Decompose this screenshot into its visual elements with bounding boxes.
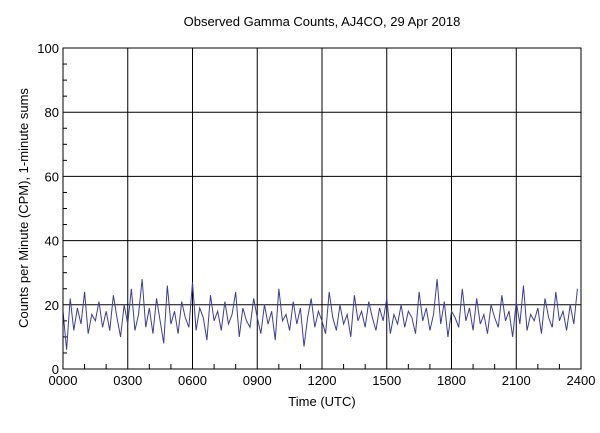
x-tick-label: 1500 <box>372 373 401 388</box>
y-tick-label: 60 <box>45 169 59 184</box>
y-tick-label: 80 <box>45 105 59 120</box>
axis-ticks: 0000 0300 0600 0900 1200 1500 1800 2100 2400 0 20 4… <box>37 41 595 388</box>
y-tick-label: 20 <box>45 298 59 313</box>
x-tick-label: 0000 <box>49 373 78 388</box>
plot-frame <box>62 47 582 370</box>
x-tick-label: 1800 <box>437 373 466 388</box>
y-tick-label: 40 <box>45 234 59 249</box>
x-tick-label: 0900 <box>243 373 272 388</box>
x-tick-label: 0300 <box>113 373 142 388</box>
series-line <box>62 279 578 350</box>
y-tick-label: 100 <box>37 41 59 56</box>
x-tick-label: 2100 <box>502 373 531 388</box>
x-tick-label: 2400 <box>567 373 596 388</box>
y-tick-label: 0 <box>52 362 59 377</box>
chart-title: Observed Gamma Counts, AJ4CO, 29 Apr 201… <box>184 14 461 29</box>
x-tick-label: 0600 <box>178 373 207 388</box>
y-axis-label: Counts per Minute (CPM), 1-minute sums <box>16 88 31 328</box>
x-tick-label: 1200 <box>308 373 337 388</box>
x-axis-label: Time (UTC) <box>288 394 355 409</box>
